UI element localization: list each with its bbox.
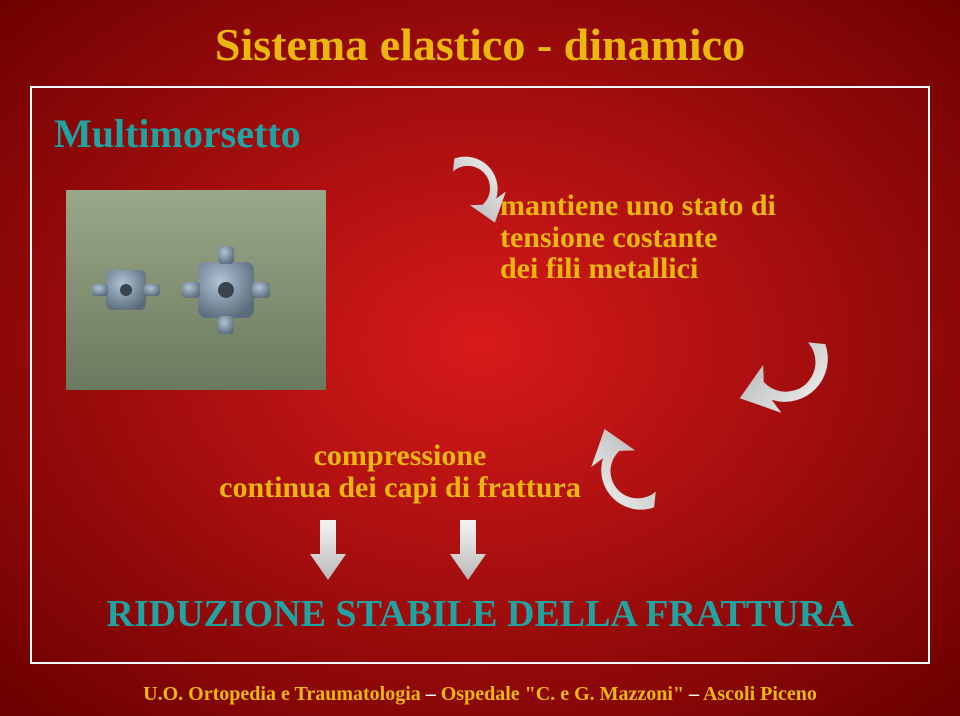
body-text-2: compressione continua dei capi di frattu… — [210, 440, 590, 503]
footer-dash2: – — [684, 683, 703, 705]
footer-part3: Ascoli Piceno — [703, 683, 817, 705]
slide: Sistema elastico - dinamico Multimorsett… — [0, 0, 960, 716]
body1-line3: dei fili metallici — [500, 253, 900, 285]
bottom-headline: RIDUZIONE STABILE DELLA FRATTURA — [0, 592, 960, 636]
footer-part2: Ospedale "C. e G. Mazzoni" — [441, 683, 684, 705]
footer-dash1: – — [421, 683, 441, 705]
body1-line2: tensione costante — [500, 222, 900, 254]
body2-line2: continua dei capi di frattura — [210, 472, 590, 504]
photo-multimorsetto — [66, 190, 326, 390]
down-arrow-2 — [450, 520, 486, 580]
footer: U.O. Ortopedia e Traumatologia – Ospedal… — [0, 683, 960, 706]
body-text-1: mantiene uno stato di tensione costante … — [500, 190, 900, 285]
footer-part1: U.O. Ortopedia e Traumatologia — [143, 683, 421, 705]
slide-title: Sistema elastico - dinamico — [0, 18, 960, 71]
down-arrow-1 — [310, 520, 346, 580]
body2-line1: compressione — [210, 440, 590, 472]
subtitle: Multimorsetto — [54, 110, 301, 157]
curved-arrow-2 — [720, 291, 861, 440]
curved-arrow-3 — [571, 411, 698, 538]
body1-line1: mantiene uno stato di — [500, 190, 900, 222]
